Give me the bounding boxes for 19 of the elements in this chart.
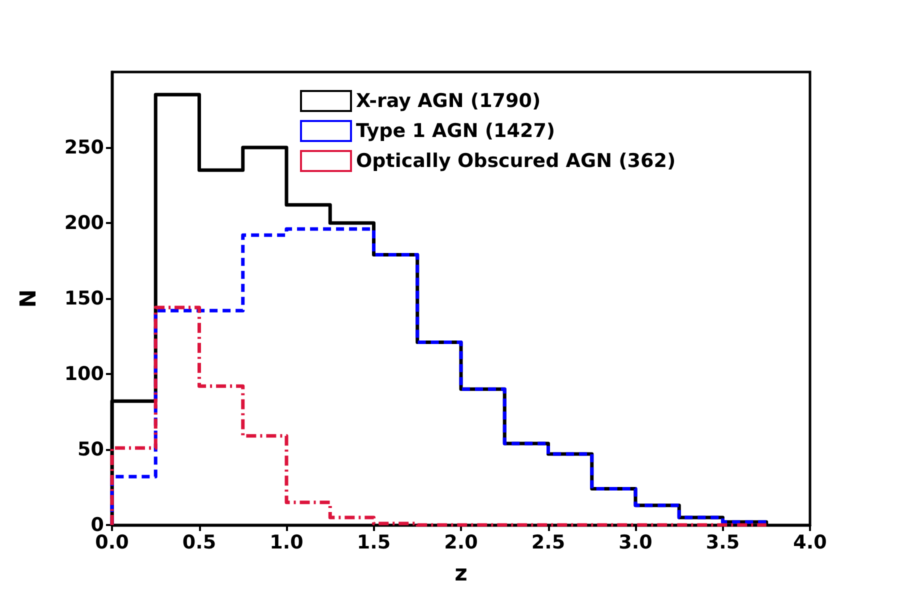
x-tick-label: 1.5 (356, 532, 391, 554)
x-tick-label: 3.0 (618, 532, 652, 554)
legend-label: Optically Obscured AGN (362) (356, 150, 676, 172)
y-tick-label: 150 (64, 288, 104, 310)
x-tick-label: 2.0 (444, 532, 478, 554)
x-tick-label: 4.0 (793, 532, 827, 554)
x-tick-label: 2.5 (531, 532, 566, 554)
x-tick-label: 0.5 (182, 532, 216, 554)
x-axis-title: z (454, 562, 468, 586)
x-tick-label: 0.0 (95, 532, 129, 554)
y-tick-label: 250 (64, 136, 104, 158)
y-tick-label: 100 (64, 363, 104, 385)
y-tick-label: 200 (64, 212, 104, 234)
y-axis-title: N (16, 289, 42, 308)
x-tick-label: 3.5 (706, 532, 740, 554)
legend-label: Type 1 AGN (1427) (356, 120, 556, 142)
y-tick-label: 50 (78, 438, 104, 460)
legend-label: X-ray AGN (1790) (356, 90, 541, 112)
x-tick-label: 1.0 (270, 532, 304, 554)
